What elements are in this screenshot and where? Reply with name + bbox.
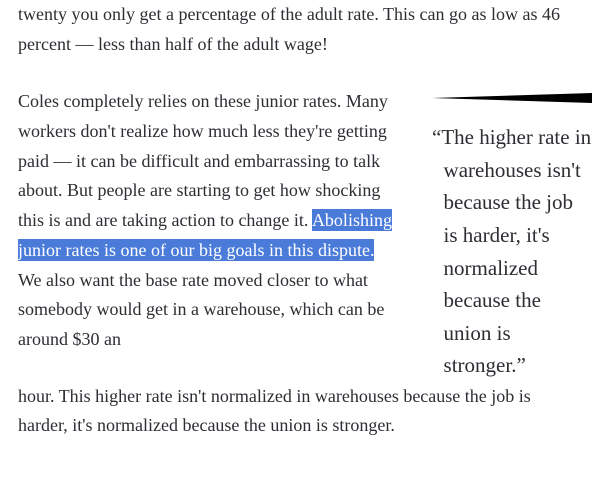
content-row: Coles completely relies on these junior …	[18, 87, 582, 381]
pullquote-column: “The higher rate in warehouses isn't bec…	[432, 87, 592, 381]
body-paragraph-top: Coles completely relies on these junior …	[18, 87, 398, 354]
pullquote-text: “The higher rate in warehouses isn't bec…	[432, 121, 592, 381]
main-column: Coles completely relies on these junior …	[18, 87, 398, 381]
body-paragraph-tail: hour. This higher rate isn't normalized …	[18, 382, 582, 441]
body-text-mid: We also want the base rate moved closer …	[18, 270, 384, 349]
divider-wedge	[432, 93, 592, 103]
intro-paragraph: twenty you only get a percentage of the …	[18, 0, 582, 59]
